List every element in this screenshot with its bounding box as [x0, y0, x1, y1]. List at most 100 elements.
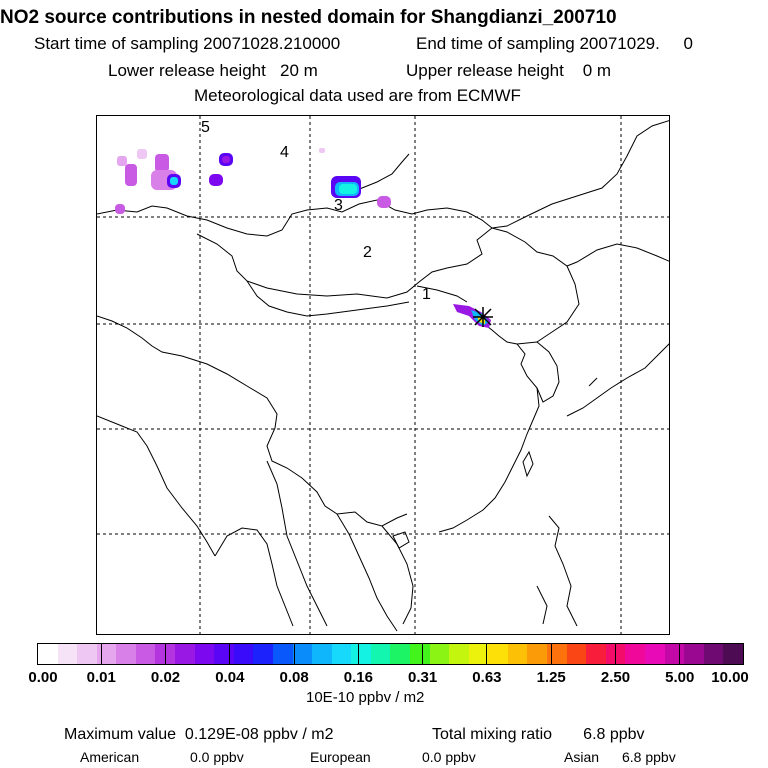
colorbar-swatch: [429, 644, 450, 664]
american-label: American: [80, 749, 140, 765]
colorbar-swatch: [390, 644, 410, 664]
border-line: [588, 377, 598, 387]
border-line: [536, 585, 548, 625]
colorbar-divider: [100, 643, 102, 665]
colorbar-divider: [293, 643, 295, 665]
colorbar-swatch: [331, 644, 352, 664]
border-line: [214, 527, 294, 627]
border-line: [491, 227, 669, 267]
colorbar-swatch: [507, 644, 528, 664]
border-line: [266, 460, 328, 627]
colorbar-swatch: [194, 644, 215, 664]
colorbar-swatch: [566, 644, 587, 664]
colorbar-swatch: [214, 644, 234, 664]
colorbar-tick-label: 0.02: [150, 669, 181, 686]
colorbar-swatch: [272, 644, 293, 664]
colorbar-swatch: [77, 644, 97, 664]
colorbar-swatch: [723, 644, 743, 664]
european-label: European: [310, 749, 371, 765]
colorbar-tick-label: 10.00: [711, 669, 749, 686]
colorbar-tick-label: 5.00: [665, 669, 695, 686]
colorbar-swatch: [351, 644, 371, 664]
region-label-1: 1: [422, 286, 431, 303]
colorbar-divider: [679, 643, 681, 665]
colorbar-divider: [550, 643, 552, 665]
colorbar: [37, 643, 744, 665]
colorbar-swatch: [116, 644, 136, 664]
colorbar-swatch: [684, 644, 704, 664]
start-time: Start time of sampling 20071028.210000: [34, 34, 341, 53]
colorbar-swatch: [96, 644, 117, 664]
page-title: NO2 source contributions in nested domai…: [0, 7, 617, 28]
colorbar-swatch: [586, 644, 606, 664]
border-line: [548, 515, 578, 627]
plume-baikal: [331, 176, 391, 208]
plume-northwest: [115, 148, 325, 214]
colorbar-swatch: [370, 644, 391, 664]
colorbar-divider: [229, 643, 231, 665]
region-label-5: 5: [201, 119, 210, 136]
colorbar-tick-label: 0.01: [86, 669, 116, 686]
american-value: 0.0 ppbv: [190, 749, 244, 765]
colorbar-swatch: [547, 644, 567, 664]
border-line: [97, 315, 408, 527]
star-marker: [473, 307, 493, 327]
lower-release-height: Lower release height 20 m: [108, 61, 318, 80]
colorbar-swatch: [468, 644, 489, 664]
colorbar-tick-label: 0.00: [28, 669, 58, 686]
colorbar-tick-label: 0.04: [215, 669, 245, 686]
colorbar-divider: [422, 643, 424, 665]
colorbar-divider: [614, 643, 616, 665]
colorbar-swatch: [292, 644, 313, 664]
colorbar-swatch: [175, 644, 195, 664]
colorbar-swatch: [644, 644, 665, 664]
colorbar-tick-label: 0.63: [472, 669, 502, 686]
border-line: [246, 280, 410, 317]
graticule: [97, 116, 669, 634]
asian-value: 6.8 ppbv: [622, 749, 676, 765]
colorbar-tick-label: 2.50: [600, 669, 631, 686]
map-panel: 5 4 3 2 1: [96, 115, 670, 635]
colorbar-swatch: [449, 644, 469, 664]
colorbar-swatch: [38, 644, 58, 664]
border-line: [392, 531, 410, 549]
asian-label: Asian: [564, 749, 600, 765]
colorbar-tick-label: 0.31: [408, 669, 438, 686]
colorbar-swatch: [664, 644, 685, 664]
colorbar-swatch: [527, 644, 548, 664]
border-line: [381, 525, 414, 625]
border-line: [336, 513, 398, 632]
colorbar-tick-label: 0.16: [343, 669, 373, 686]
end-time: End time of sampling 20071029. 0: [416, 34, 693, 53]
region-label-3: 3: [334, 197, 343, 214]
colorbar-divider: [486, 643, 488, 665]
border-line: [438, 320, 540, 533]
border-line: [97, 415, 216, 557]
colorbar-swatch: [135, 644, 156, 664]
colorbar-swatch: [703, 644, 724, 664]
colorbar-swatch: [253, 644, 273, 664]
colorbar-tick-label: 0.08: [279, 669, 309, 686]
european-value: 0.0 ppbv: [422, 749, 476, 765]
region-label-4: 4: [280, 144, 289, 161]
colorbar-tick-label: 1.25: [536, 669, 566, 686]
colorbar-swatch: [57, 644, 78, 664]
border-line: [536, 265, 580, 343]
max-value: Maximum value 0.129E-08 ppbv / m2: [64, 726, 334, 743]
border-line: [416, 285, 468, 303]
colorbar-divider: [165, 643, 167, 665]
upper-release-height: Upper release height 0 m: [406, 61, 612, 80]
colorbar-swatch: [312, 644, 332, 664]
region-label-2: 2: [363, 244, 372, 261]
colorbar-unit: 10E-10 ppbv / m2: [306, 689, 425, 706]
colorbar-swatch: [409, 644, 430, 664]
colorbar-divider: [357, 643, 359, 665]
met-data-source: Meteorological data used are from ECMWF: [194, 86, 521, 105]
colorbar-swatch: [625, 644, 645, 664]
colorbar-swatch: [233, 644, 254, 664]
border-line: [522, 450, 534, 478]
map-canvas: 5 4 3 2 1: [97, 116, 669, 634]
total-mixing-ratio: Total mixing ratio 6.8 ppbv: [432, 726, 645, 743]
colorbar-swatch: [488, 644, 508, 664]
border-line: [516, 341, 560, 403]
